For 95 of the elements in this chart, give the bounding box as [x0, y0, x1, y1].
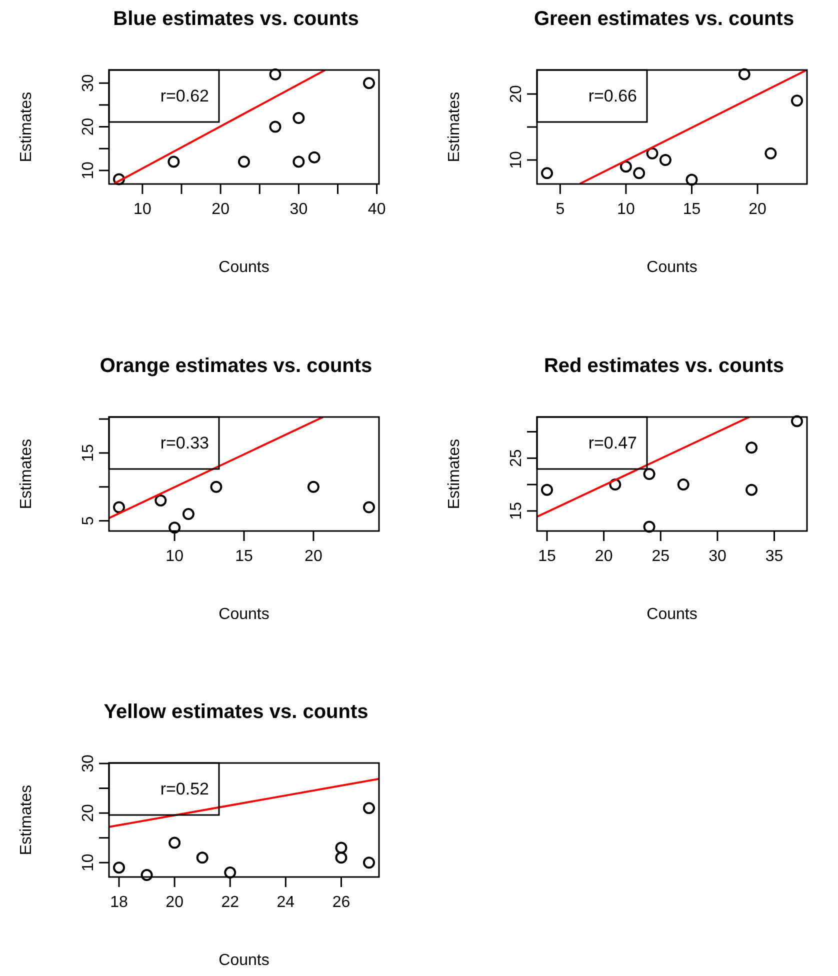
point: [168, 836, 181, 849]
point: [238, 156, 250, 168]
chart-title: Red estimates vs. counts: [544, 355, 784, 377]
point: [363, 802, 375, 814]
x-tick-label: 26: [332, 894, 350, 911]
x-tick-label: 25: [652, 548, 670, 565]
point: [643, 468, 656, 480]
x-axis-title: Counts: [218, 259, 270, 276]
x-axis-title: Counts: [646, 259, 698, 276]
y-tick-label: 20: [508, 85, 525, 103]
chart-title: Green estimates vs. counts: [534, 8, 794, 30]
point: [363, 501, 375, 514]
x-axis-title: Counts: [218, 606, 270, 623]
chart-title: Yellow estimates vs. counts: [104, 701, 368, 723]
annotation: r=0.47: [588, 434, 637, 452]
y-axis-title: Estimates: [446, 438, 463, 510]
y-tick-label: 20: [80, 804, 97, 822]
x-tick-label: 35: [765, 548, 784, 565]
point: [541, 167, 553, 180]
y-tick-label: 20: [80, 118, 97, 136]
x-tick-label: 24: [276, 894, 295, 911]
point: [269, 68, 282, 80]
point: [154, 494, 167, 506]
x-tick-label: 18: [110, 894, 128, 911]
x-tick-label: 15: [538, 548, 556, 565]
annotation: r=0.33: [160, 434, 209, 452]
point: [764, 147, 777, 160]
point: [363, 77, 375, 90]
point: [335, 842, 348, 854]
y-axis-title: Estimates: [18, 92, 35, 162]
point: [746, 484, 758, 496]
x-tick-label: 30: [708, 548, 726, 565]
point: [269, 120, 282, 133]
point: [182, 508, 194, 520]
x-axis-title: Counts: [646, 606, 698, 623]
y-axis-title: Estimates: [18, 784, 35, 856]
point: [659, 154, 672, 166]
x-tick-label: 30: [290, 201, 308, 218]
y-axis-title: Estimates: [18, 438, 35, 510]
point: [113, 173, 125, 186]
x-tick-label: 10: [166, 548, 184, 565]
annotation: r=0.62: [160, 86, 209, 106]
y-tick-label: 15: [508, 502, 525, 520]
point: [292, 156, 305, 168]
point: [686, 174, 698, 186]
x-tick-label: 20: [304, 548, 322, 565]
x-tick-label: 20: [166, 894, 184, 911]
y-tick-label: 10: [508, 150, 525, 169]
point: [633, 167, 646, 180]
y-tick-label: 5: [80, 516, 97, 526]
point: [308, 151, 320, 164]
x-tick-label: 10: [134, 201, 152, 218]
point: [140, 869, 153, 882]
x-tick-label: 20: [594, 548, 613, 565]
point: [224, 866, 236, 879]
y-tick-label: 10: [80, 161, 97, 180]
y-tick-label: 15: [80, 444, 97, 462]
point: [168, 156, 180, 168]
x-tick-label: 22: [221, 894, 240, 911]
point: [541, 484, 553, 496]
point: [746, 442, 758, 454]
point: [307, 480, 320, 493]
point: [196, 852, 208, 864]
point: [677, 478, 690, 491]
x-tick-label: 20: [212, 201, 230, 218]
annotation: r=0.66: [588, 86, 637, 106]
point: [335, 852, 348, 864]
y-tick-label: 25: [508, 449, 525, 468]
y-axis-title: Estimates: [446, 92, 463, 162]
point: [643, 520, 656, 533]
point: [113, 501, 125, 514]
x-tick-label: 15: [682, 201, 701, 218]
point: [292, 112, 305, 124]
annotation: r=0.52: [160, 780, 209, 798]
chart-title: Blue estimates vs. counts: [113, 8, 359, 30]
x-axis-title: Counts: [218, 952, 270, 969]
x-tick-label: 5: [556, 201, 565, 218]
point: [646, 147, 658, 160]
point: [791, 415, 803, 428]
chart-title: Orange estimates vs. counts: [100, 355, 372, 377]
point: [609, 478, 622, 491]
y-tick-label: 30: [80, 754, 97, 772]
point: [620, 160, 632, 173]
point: [113, 862, 125, 874]
point: [791, 94, 803, 107]
x-tick-label: 20: [748, 201, 767, 218]
point: [738, 68, 750, 80]
point: [363, 856, 375, 869]
y-tick-label: 10: [80, 854, 97, 872]
x-tick-label: 15: [235, 548, 253, 565]
y-tick-label: 30: [80, 74, 97, 92]
x-tick-label: 10: [617, 201, 635, 218]
point: [168, 522, 181, 534]
x-tick-label: 40: [368, 201, 386, 218]
point: [210, 480, 222, 493]
